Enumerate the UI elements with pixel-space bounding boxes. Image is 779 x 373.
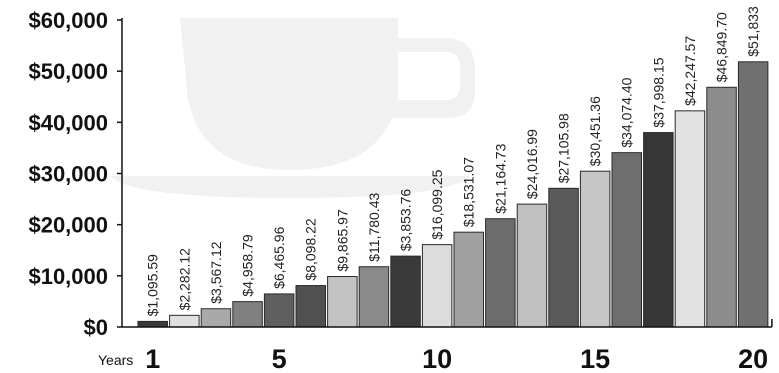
x-tick-label: 20 [738, 344, 768, 373]
data-label: $6,465.96 [271, 226, 287, 288]
bar [358, 266, 390, 328]
x-tick-label: 5 [272, 344, 287, 373]
data-label: $11,780.43 [366, 192, 382, 261]
data-label: $42,247.57 [682, 36, 698, 106]
y-tick-label: $10,000 [28, 264, 108, 289]
data-label: $16,099.25 [429, 169, 445, 239]
x-axis: Years 1 5 10 15 20 [98, 319, 773, 373]
bar [137, 320, 168, 328]
data-label: $3,853.76 [398, 189, 414, 251]
bar [295, 285, 326, 328]
y-tick-label: $20,000 [28, 213, 108, 238]
bar [421, 244, 453, 328]
bar [611, 152, 642, 328]
bars-group [137, 61, 769, 328]
bar [390, 255, 421, 328]
y-tick-label: $30,000 [28, 162, 108, 187]
data-label: $18,531.07 [461, 157, 477, 227]
data-label: $51,833 [745, 6, 761, 57]
data-label: $34,074.40 [619, 77, 635, 147]
bar [485, 218, 516, 328]
x-axis-title: Years [98, 352, 133, 368]
bar [232, 301, 263, 328]
data-label: $30,451.36 [587, 96, 603, 166]
bar [516, 203, 548, 328]
data-label: $3,567.12 [208, 241, 224, 303]
bar [737, 61, 769, 328]
bar [200, 308, 232, 328]
bar [579, 170, 611, 328]
data-label: $24,016.99 [524, 129, 540, 199]
data-label: $46,849.70 [714, 12, 730, 82]
data-labels-group: $1,095.59 $2,282.12 $3,567.12 $4,958.79 $6,4… [145, 6, 761, 316]
y-tick-label: $0 [84, 315, 108, 340]
data-label: $8,098.22 [303, 218, 319, 280]
y-axis: $0 $10,000 $20,000 $30,000 $40,000 $50,000 $60… [28, 8, 123, 340]
x-tick-label: 10 [422, 344, 452, 373]
y-tick-label: $40,000 [28, 110, 108, 135]
bar [706, 86, 737, 328]
data-label: $37,998.15 [650, 57, 666, 127]
data-label: $9,865.97 [334, 209, 350, 271]
bar [327, 276, 358, 328]
data-label: $1,095.59 [145, 254, 161, 316]
coffee-cup-icon [110, 18, 475, 198]
y-tick-label: $50,000 [28, 59, 108, 84]
bar [169, 314, 200, 328]
data-label: $4,958.79 [240, 234, 256, 296]
data-label: $2,282.12 [176, 248, 192, 310]
bar [263, 293, 295, 328]
bar [548, 187, 579, 328]
bar [643, 132, 674, 328]
bar [453, 231, 484, 328]
x-tick-label: 15 [580, 344, 610, 373]
data-label: $27,105.98 [556, 113, 572, 183]
bar [674, 110, 706, 328]
x-tick-label: 1 [145, 344, 160, 373]
y-tick-label: $60,000 [28, 8, 108, 33]
data-label: $21,164.73 [492, 143, 508, 213]
